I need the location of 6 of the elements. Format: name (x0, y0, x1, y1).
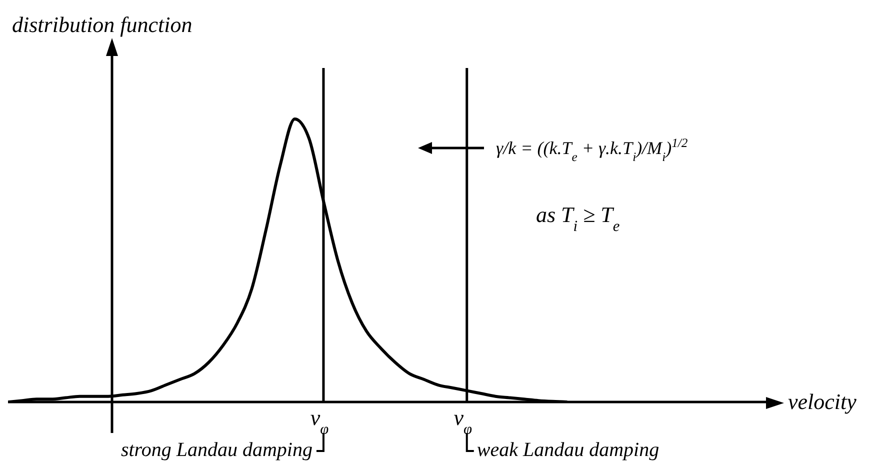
text: strong Landau damping (120, 439, 312, 461)
x-axis-title: velocity (788, 389, 857, 414)
y-axis-title: distribution function (12, 12, 192, 37)
annotation: γ/k = ((k.T$_{e}$ + γ.k.T$_{i}$)/M$_{i}$)$^{1/2}$ (496, 136, 688, 164)
text: weak Landau damping (476, 439, 660, 461)
annotation: as T$_{i}$ ≥ T$_{e}$ (536, 202, 620, 234)
